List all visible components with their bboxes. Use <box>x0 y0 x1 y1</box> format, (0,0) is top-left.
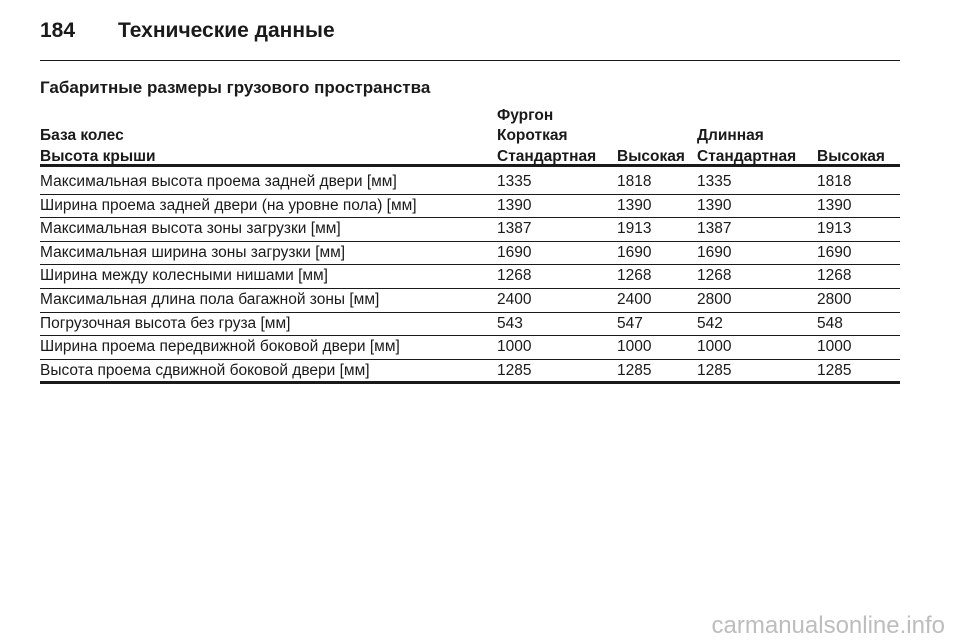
value-cell: 1000 <box>697 338 732 356</box>
value-cell: 542 <box>697 314 723 332</box>
value-cell: 2400 <box>497 291 532 308</box>
value-cell: 1285 <box>617 361 652 379</box>
value-cell: 1268 <box>617 267 652 285</box>
row-rule <box>40 217 900 219</box>
section-title: Габаритные размеры грузового пространств… <box>40 78 431 97</box>
value-cell: 1000 <box>497 338 532 356</box>
row-label: Высота проема сдвижной боковой двери [мм… <box>40 361 370 379</box>
row-label: Максимальная высота зоны загрузки [мм] <box>40 220 341 238</box>
row-label: Ширина проема задней двери (на уровне по… <box>40 196 417 214</box>
value-cell: 1285 <box>817 361 852 379</box>
column-header: Высокая <box>617 148 685 165</box>
value-cell: 1387 <box>497 220 532 238</box>
value-cell: 1285 <box>697 361 732 379</box>
value-cell: 543 <box>497 314 523 332</box>
value-cell: 2800 <box>697 291 732 308</box>
row-label-header: Высота крыши <box>40 148 156 165</box>
value-cell: 1268 <box>697 267 732 285</box>
row-label: Ширина между колесными нишами [мм] <box>40 267 328 285</box>
header-rule <box>40 60 900 61</box>
group-header: Фургон <box>497 107 554 124</box>
value-cell: 1335 <box>697 173 732 190</box>
value-cell: 1390 <box>617 196 652 214</box>
row-rule <box>40 335 900 337</box>
value-cell: 1387 <box>697 220 732 238</box>
value-cell: 1000 <box>617 338 652 356</box>
value-cell: 1690 <box>497 243 532 261</box>
value-cell: 1913 <box>817 220 852 238</box>
value-cell: 1913 <box>617 220 652 238</box>
column-header: Стандартная <box>497 148 597 165</box>
column-header: Высокая <box>817 148 885 165</box>
value-cell: 1268 <box>497 267 532 285</box>
value-cell: 1390 <box>497 196 532 214</box>
value-cell: 1390 <box>817 196 852 214</box>
value-cell: 1000 <box>817 338 852 356</box>
row-label: Ширина проема передвижной боковой двери … <box>40 338 400 356</box>
subgroup-header: Длинная <box>697 127 764 144</box>
value-cell: 1268 <box>817 267 852 285</box>
column-header: Стандартная <box>697 148 797 165</box>
table-bottom-rule <box>40 381 900 385</box>
value-cell: 1690 <box>617 243 652 261</box>
row-label: Максимальная ширина зоны загрузки [мм] <box>40 243 346 261</box>
value-cell: 1285 <box>497 361 532 379</box>
value-cell: 2800 <box>817 291 852 308</box>
value-cell: 547 <box>617 314 643 332</box>
row-label: Максимальная высота проема задней двери … <box>40 173 397 190</box>
row-rule <box>40 240 900 242</box>
row-rule <box>40 193 900 195</box>
table-head-rule <box>40 164 900 167</box>
row-label-header: База колес <box>40 127 124 144</box>
row-rule <box>40 264 900 266</box>
value-cell: 1390 <box>697 196 732 214</box>
value-cell: 1818 <box>817 173 852 190</box>
subgroup-header: Короткая <box>497 127 568 144</box>
value-cell: 1335 <box>497 173 532 190</box>
value-cell: 2400 <box>617 291 652 308</box>
row-label: Погрузочная высота без груза [мм] <box>40 314 291 332</box>
page-title: Технические данные <box>118 19 335 42</box>
row-rule <box>40 311 900 313</box>
value-cell: 1690 <box>697 243 732 261</box>
value-cell: 1690 <box>817 243 852 261</box>
value-cell: 1818 <box>617 173 652 190</box>
value-cell: 548 <box>817 314 843 332</box>
page-number: 184 <box>40 19 76 42</box>
row-label: Максимальная длина пола багажной зоны [м… <box>40 291 380 308</box>
watermark: carmanualsonline.info <box>711 612 945 639</box>
row-rule <box>40 358 900 360</box>
row-rule <box>40 288 900 289</box>
